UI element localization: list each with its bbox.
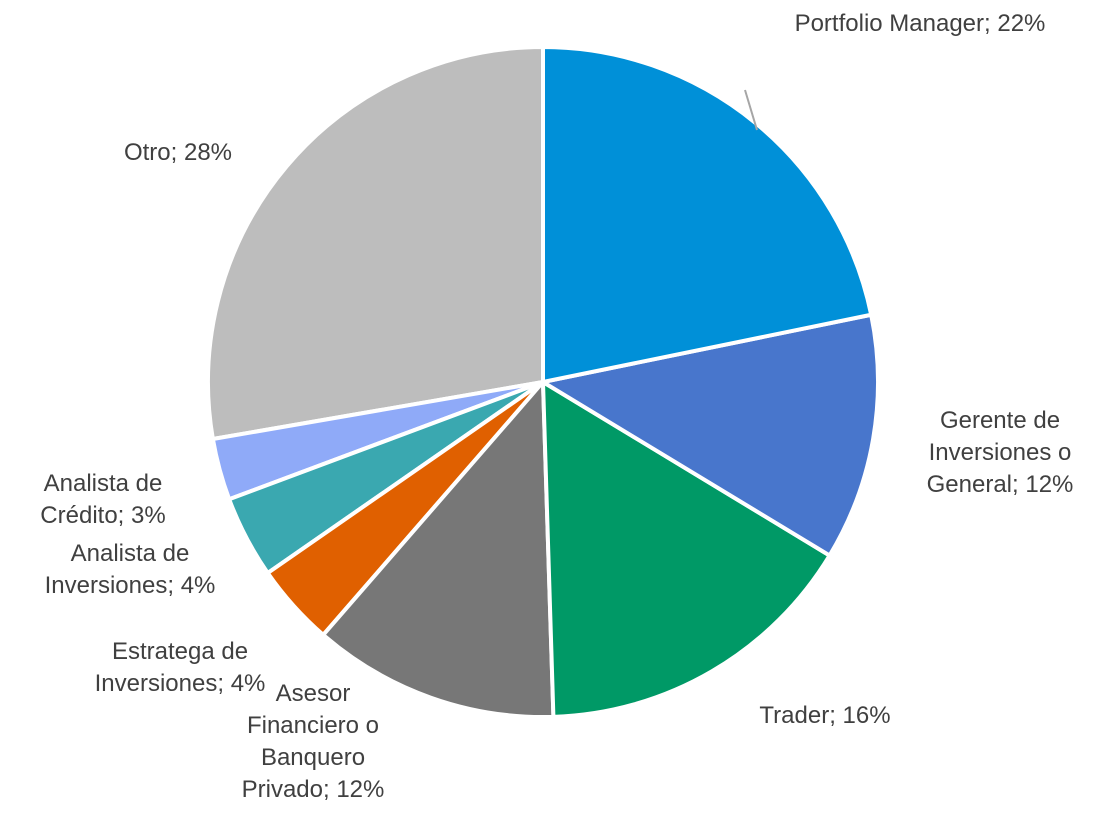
slice-label: Gerente de Inversiones o General; 12% <box>900 405 1100 501</box>
pie-slice <box>321 380 556 719</box>
category-label: Analista de Inversiones; <box>44 540 190 599</box>
category-label: Trader; <box>759 702 836 729</box>
leader-line <box>744 89 758 131</box>
category-label: Otro; <box>123 139 178 166</box>
category-label: Estratega de Inversiones; <box>94 638 249 697</box>
value-label: 4% <box>230 670 266 697</box>
category-label: Portfolio Manager; <box>794 10 991 37</box>
slice-label: Portfolio Manager; 22% <box>760 8 1080 40</box>
value-label: 4% <box>180 572 216 599</box>
slice-label: Estratega de Inversiones; 4% <box>83 636 278 700</box>
value-label: 16% <box>842 702 891 729</box>
slice-label: Analista de Inversiones; 4% <box>40 538 220 602</box>
slice-label: Asesor Financiero o Banquero Privado; 12… <box>226 678 401 806</box>
value-label: 22% <box>997 10 1046 37</box>
category-label: Gerente de Inversiones o General; <box>926 407 1072 498</box>
pie-slice <box>206 45 545 442</box>
slice-label: Trader; 16% <box>715 700 935 732</box>
category-label: Analista de Crédito; <box>40 470 163 529</box>
slice-label: Otro; 28% <box>78 137 278 169</box>
pie-slice <box>541 380 832 719</box>
value-label: 12% <box>336 776 385 803</box>
value-label: 28% <box>183 139 233 166</box>
value-label: 12% <box>1025 471 1074 498</box>
pie-slice <box>541 312 880 558</box>
slice-label: Analista de Crédito; 3% <box>16 468 191 532</box>
category-label: Asesor Financiero o Banquero Privado; <box>241 680 380 803</box>
value-label: 3% <box>131 502 166 529</box>
